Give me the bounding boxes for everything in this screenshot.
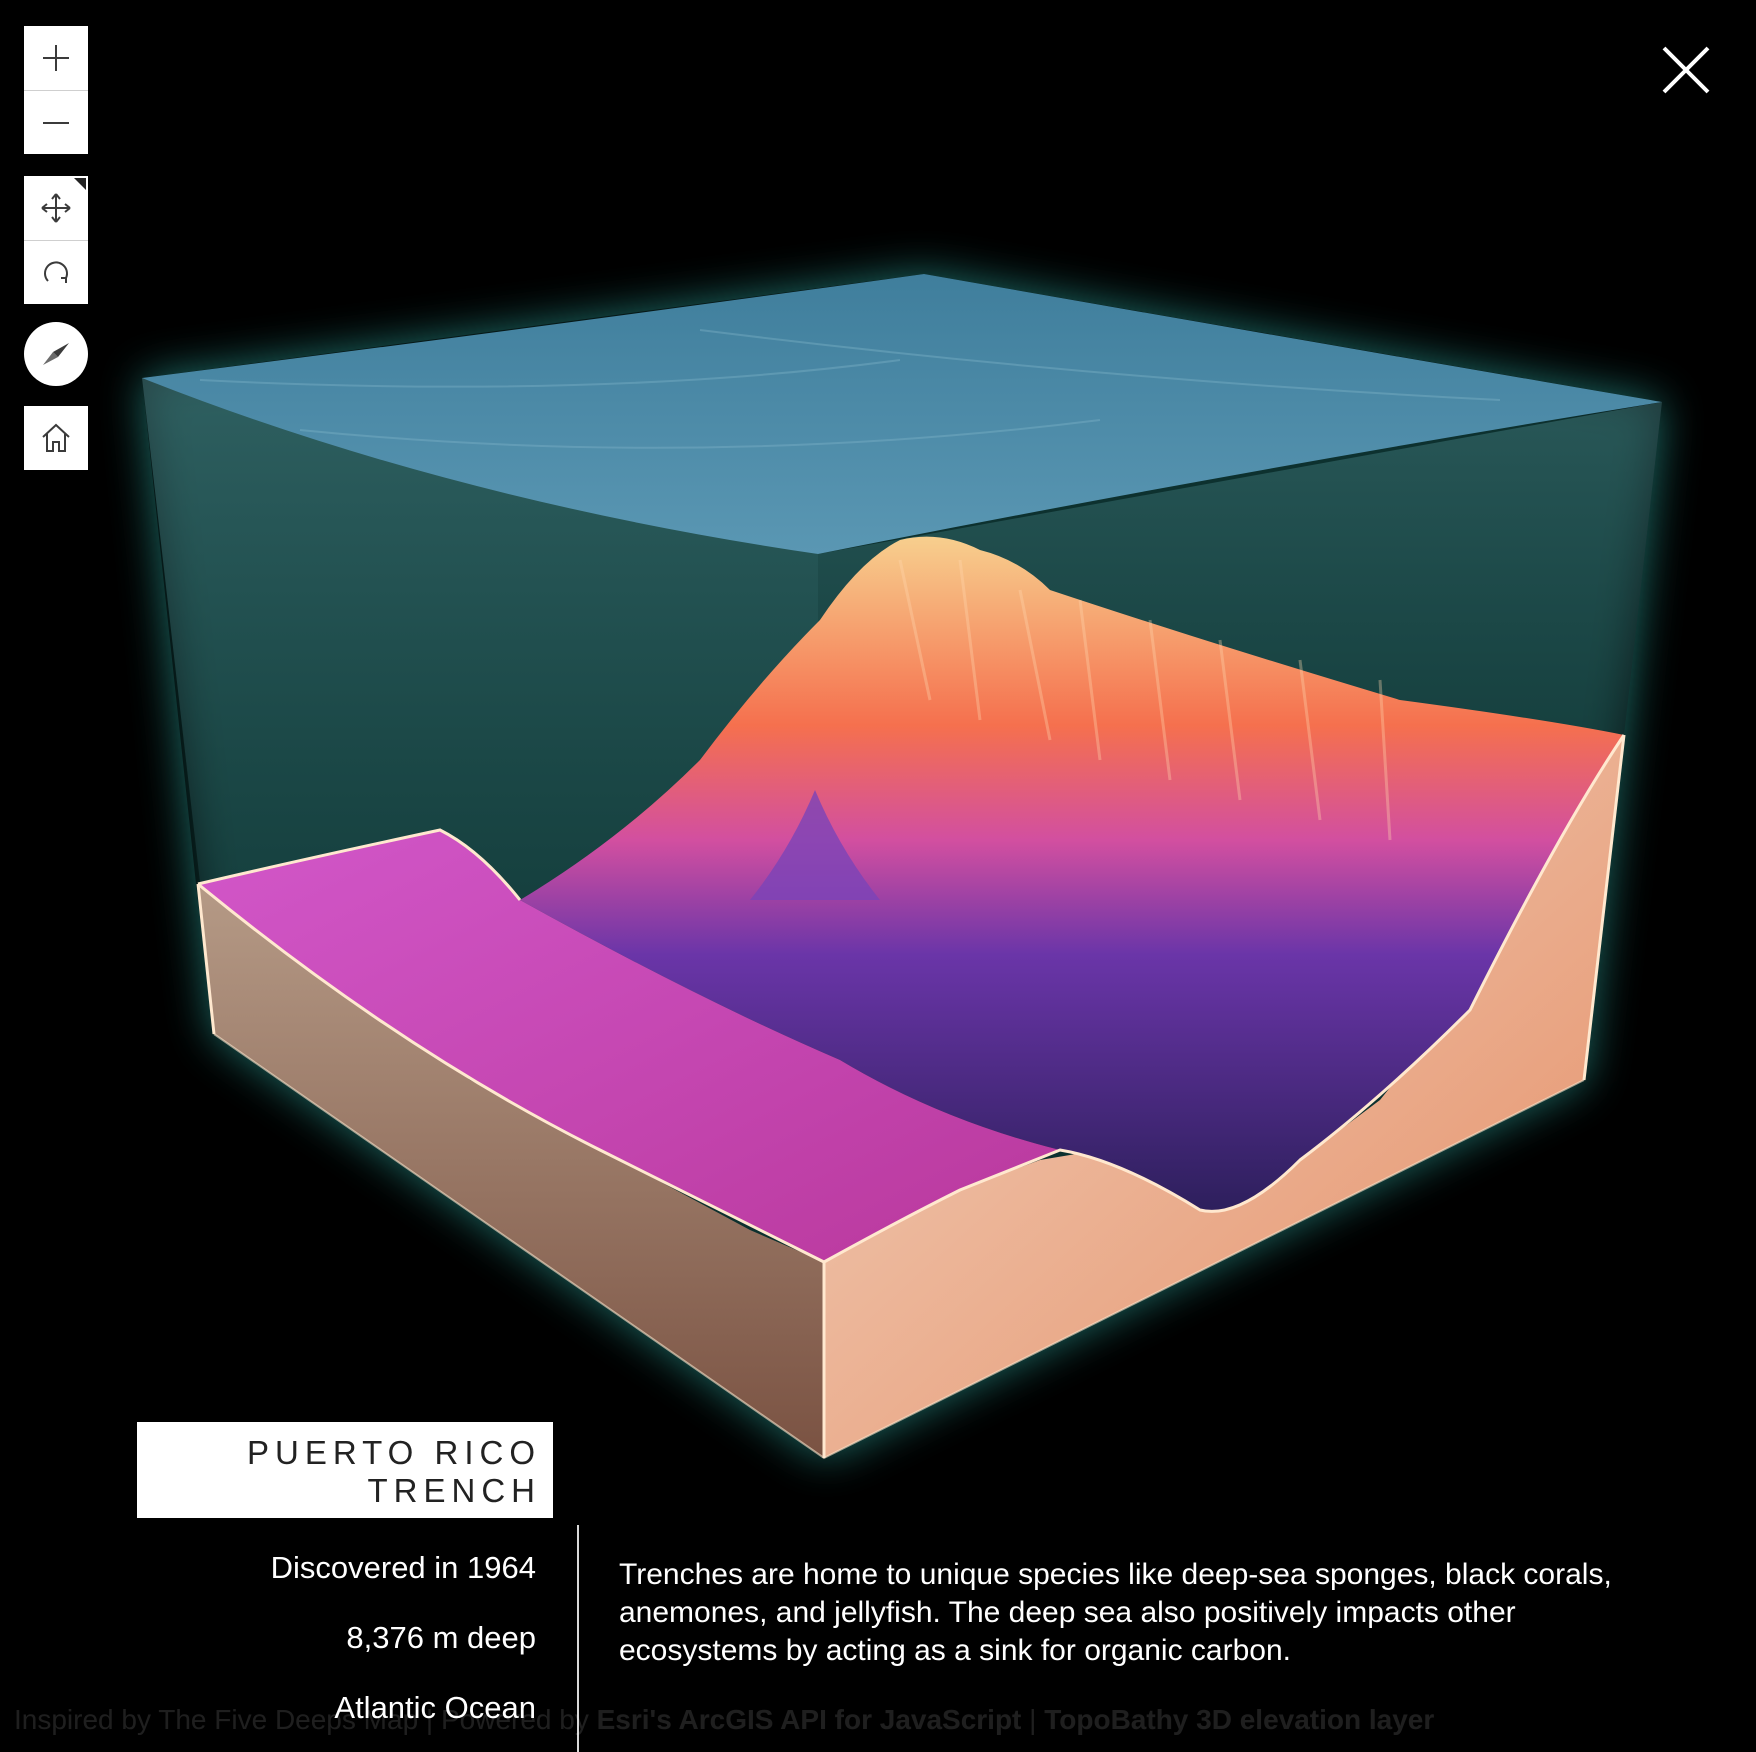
trench-terrain <box>520 536 1624 1212</box>
title-line-1: PUERTO RICO <box>247 1434 541 1471</box>
info-divider <box>577 1525 579 1752</box>
water-surface <box>142 274 1662 554</box>
location-facts: Discovered in 1964 8,376 m deep Atlantic… <box>140 1540 536 1750</box>
compass-needle-icon <box>43 343 69 365</box>
location-title: PUERTO RICO TRENCH <box>137 1422 553 1518</box>
zoom-in-button[interactable] <box>24 26 88 90</box>
box-side-right <box>824 735 1624 1458</box>
attribution-api-link[interactable]: Esri's ArcGIS API for JavaScript <box>596 1704 1022 1735</box>
rotate-icon <box>44 260 68 283</box>
home-icon <box>42 423 70 452</box>
close-x-icon <box>1662 46 1710 94</box>
move-arrows-icon <box>41 193 71 223</box>
trench-description: Trenches are home to unique species like… <box>619 1558 1612 1667</box>
depth-value: 8,376 m deep <box>346 1620 536 1655</box>
compass-button[interactable] <box>24 322 88 386</box>
home-control <box>24 406 88 470</box>
pan-mode-button[interactable] <box>24 176 88 240</box>
attribution-separator: | <box>1021 1704 1045 1735</box>
plus-icon <box>43 45 69 71</box>
attribution-layer-link[interactable]: TopoBathy 3D elevation layer <box>1044 1704 1435 1735</box>
attribution-bar: Inspired by The Five Deeps Map | Powered… <box>14 1704 1714 1736</box>
zoom-out-button[interactable] <box>24 90 88 154</box>
zoom-controls <box>24 26 88 154</box>
box-side-left <box>198 884 824 1458</box>
discovered-year: Discovered in 1964 <box>270 1550 536 1585</box>
attribution-powered: | Powered by <box>418 1704 597 1735</box>
ocean-name: Atlantic Ocean <box>334 1690 536 1725</box>
rotate-mode-button[interactable] <box>24 240 88 304</box>
title-line-2: TRENCH <box>367 1472 541 1509</box>
close-button[interactable] <box>1656 40 1716 100</box>
attribution-map-link[interactable]: Map <box>363 1704 419 1735</box>
attribution-inspired: Inspired by The Five Deeps <box>14 1704 364 1735</box>
home-button[interactable] <box>24 406 88 470</box>
minus-icon <box>43 121 69 124</box>
navigation-mode-controls <box>24 176 88 304</box>
abyssal-plain <box>198 830 1060 1262</box>
